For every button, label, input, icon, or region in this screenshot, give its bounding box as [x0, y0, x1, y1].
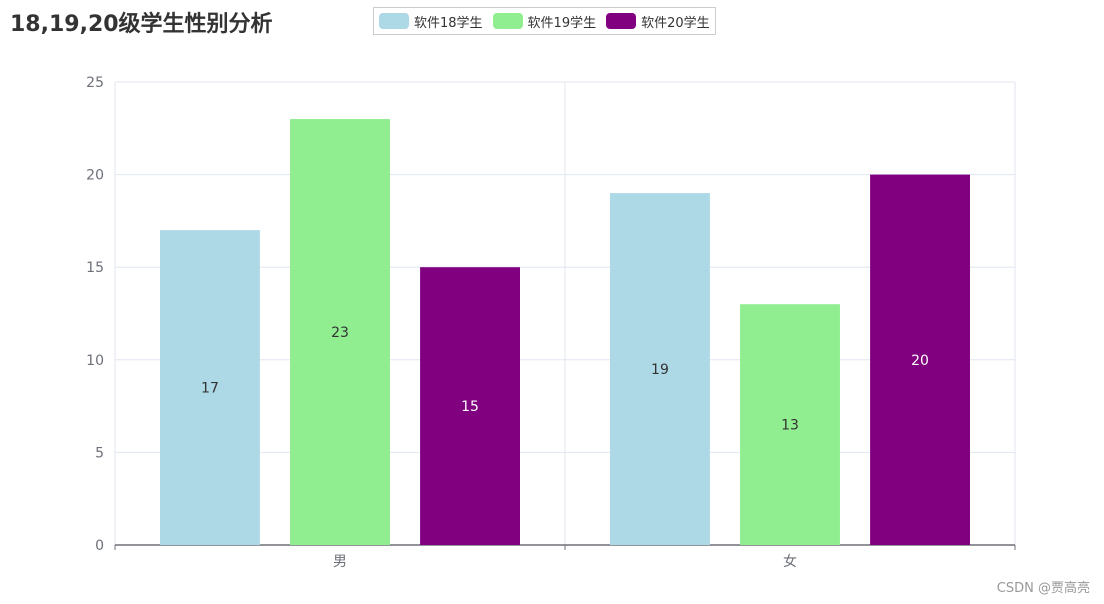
y-tick-label: 5 [95, 445, 104, 461]
bar [740, 304, 840, 545]
legend-item-series-1[interactable]: 软件19学生 [492, 12, 597, 31]
bar-value-label: 13 [781, 418, 799, 434]
bar [420, 267, 520, 545]
bar [610, 193, 710, 545]
legend-item-series-2[interactable]: 软件20学生 [606, 12, 710, 31]
chart-title: 18,19,20级学生性别分析 [10, 12, 273, 37]
bar-value-label: 15 [461, 399, 479, 415]
y-tick-label: 20 [86, 168, 104, 184]
x-category-label: 男 [333, 554, 347, 570]
bar-value-label: 17 [201, 381, 219, 397]
legend-label-series-1: 软件19学生 [527, 15, 597, 31]
y-tick-label: 25 [86, 75, 104, 91]
legend-swatch-series-0 [379, 13, 409, 29]
bar-value-label: 20 [911, 353, 929, 369]
y-tick-label: 0 [95, 538, 104, 554]
legend-swatch-series-2 [606, 13, 637, 29]
legend-label-series-2: 软件20学生 [641, 15, 710, 31]
x-category-label: 女 [783, 553, 797, 570]
legend-swatch-series-1 [492, 13, 523, 29]
y-tick-label: 15 [86, 260, 104, 276]
bar-value-label: 23 [331, 325, 349, 341]
bar [160, 230, 260, 545]
legend-item-series-0[interactable]: 软件18学生 [379, 12, 483, 31]
watermark: CSDN @贾高亮 [996, 581, 1090, 596]
chart-legend: 软件18学生 软件19学生 软件20学生 [373, 7, 716, 35]
bar [290, 119, 390, 545]
bar [870, 174, 970, 545]
bar-value-label: 19 [651, 362, 669, 378]
y-tick-label: 10 [86, 353, 104, 369]
legend-label-series-0: 软件18学生 [414, 15, 483, 31]
